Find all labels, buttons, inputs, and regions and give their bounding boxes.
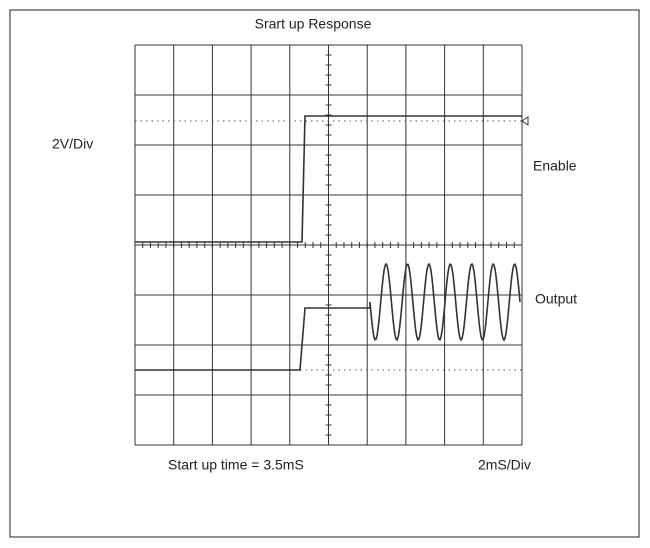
trace-label: Enable <box>533 158 577 174</box>
graticule <box>134 44 523 446</box>
enable-trace <box>135 115 522 243</box>
output-trace <box>135 262 521 371</box>
footer-note: Start up time = 3.5mS <box>168 457 304 473</box>
trace-label: Output <box>535 291 577 307</box>
trigger-marker <box>521 116 529 126</box>
horizontal-scale: 2mS/Div <box>478 457 531 473</box>
title: Srart up Response <box>255 16 372 32</box>
frame <box>9 9 640 538</box>
vertical-scale: 2V/Div <box>52 136 93 152</box>
